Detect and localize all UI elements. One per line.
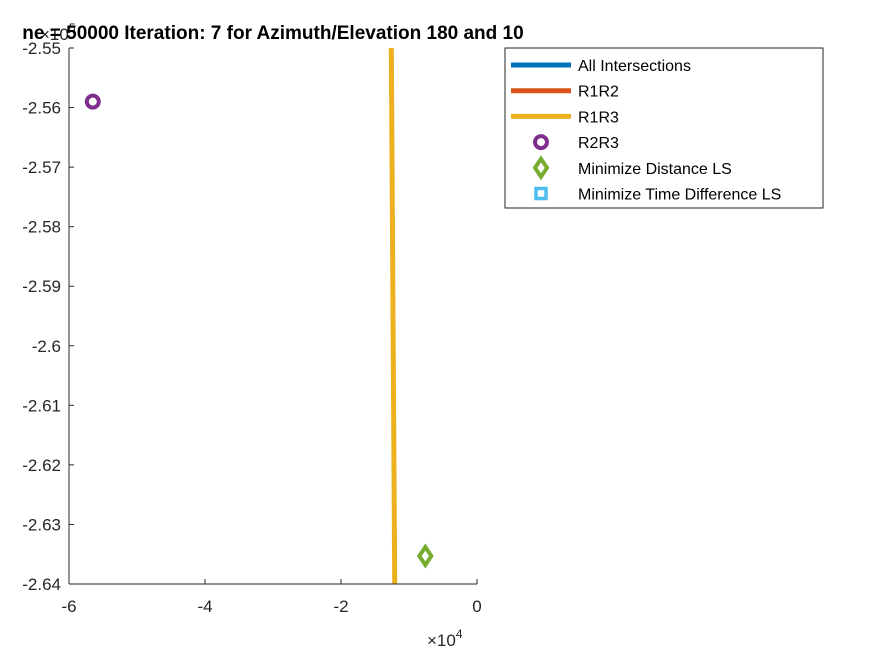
x-exponent-base: ×10 — [427, 631, 456, 650]
legend-label-minimize-distance-ls: Minimize Distance LS — [578, 161, 732, 178]
y-tick-label: -2.61 — [22, 396, 61, 415]
y-tick-label: -2.55 — [22, 39, 61, 58]
legend-swatch-minimize-time-difference-ls — [534, 186, 548, 201]
legend-label-all-intersections: All Intersections — [578, 58, 691, 75]
x-exponent-label: ×104 — [427, 627, 463, 650]
legend-label-r1r2: R1R2 — [578, 84, 619, 101]
legend-swatch-minimize-distance-ls — [532, 155, 550, 181]
legend-box — [504, 47, 824, 209]
legend-items: All Intersections R1R2 R1R3 R2R3 Minimize Di… — [511, 58, 781, 204]
x-ticks: -6 -4 -2 0 — [61, 579, 482, 616]
y-tick-label: -2.56 — [22, 99, 61, 118]
x-tick-label: -4 — [197, 597, 212, 616]
y-tick-label: -2.57 — [22, 158, 61, 177]
legend: All Intersections R1R2 R1R3 R2R3 Minimize Di… — [504, 47, 824, 209]
data-point-minimize-distance-ls — [416, 543, 434, 569]
chart-title: ne = 50000 Iteration: 7 for Azimuth/Elev… — [22, 23, 523, 44]
series-line-r1r3 — [388, 47, 398, 585]
y-tick-label: -2.63 — [22, 515, 61, 534]
exponent-labels: ×105 ×104 — [40, 21, 463, 650]
y-tick-label: -2.64 — [22, 575, 61, 594]
y-exponent-label: ×105 — [40, 21, 76, 44]
y-ticks: -2.55 -2.56 -2.57 -2.58 -2.59 -2.6 -2.61 -2.62 -… — [22, 39, 74, 594]
y-exponent-power: 5 — [69, 21, 76, 35]
x-tick-label: -6 — [61, 597, 76, 616]
x-tick-label: -2 — [333, 597, 348, 616]
y-tick-label: -2.62 — [22, 456, 61, 475]
y-tick-label: -2.6 — [32, 337, 61, 356]
y-tick-label: -2.59 — [22, 277, 61, 296]
x-tick-label: 0 — [472, 597, 481, 616]
x-exponent-power: 4 — [456, 627, 463, 641]
legend-label-r1r3: R1R3 — [578, 109, 619, 126]
legend-label-r2r3: R2R3 — [578, 135, 619, 152]
data-layer — [84, 47, 434, 585]
legend-label-minimize-time-difference-ls: Minimize Time Difference LS — [578, 187, 781, 204]
y-tick-label: -2.58 — [22, 218, 61, 237]
y-exponent-base: ×10 — [40, 25, 69, 44]
legend-swatch-r2r3 — [533, 134, 549, 151]
axes: -6 -4 -2 0 -2.55-2.56-2.57-2.58-2.59-2.6-2.… — [22, 39, 481, 616]
data-point-r2r3 — [84, 93, 101, 110]
